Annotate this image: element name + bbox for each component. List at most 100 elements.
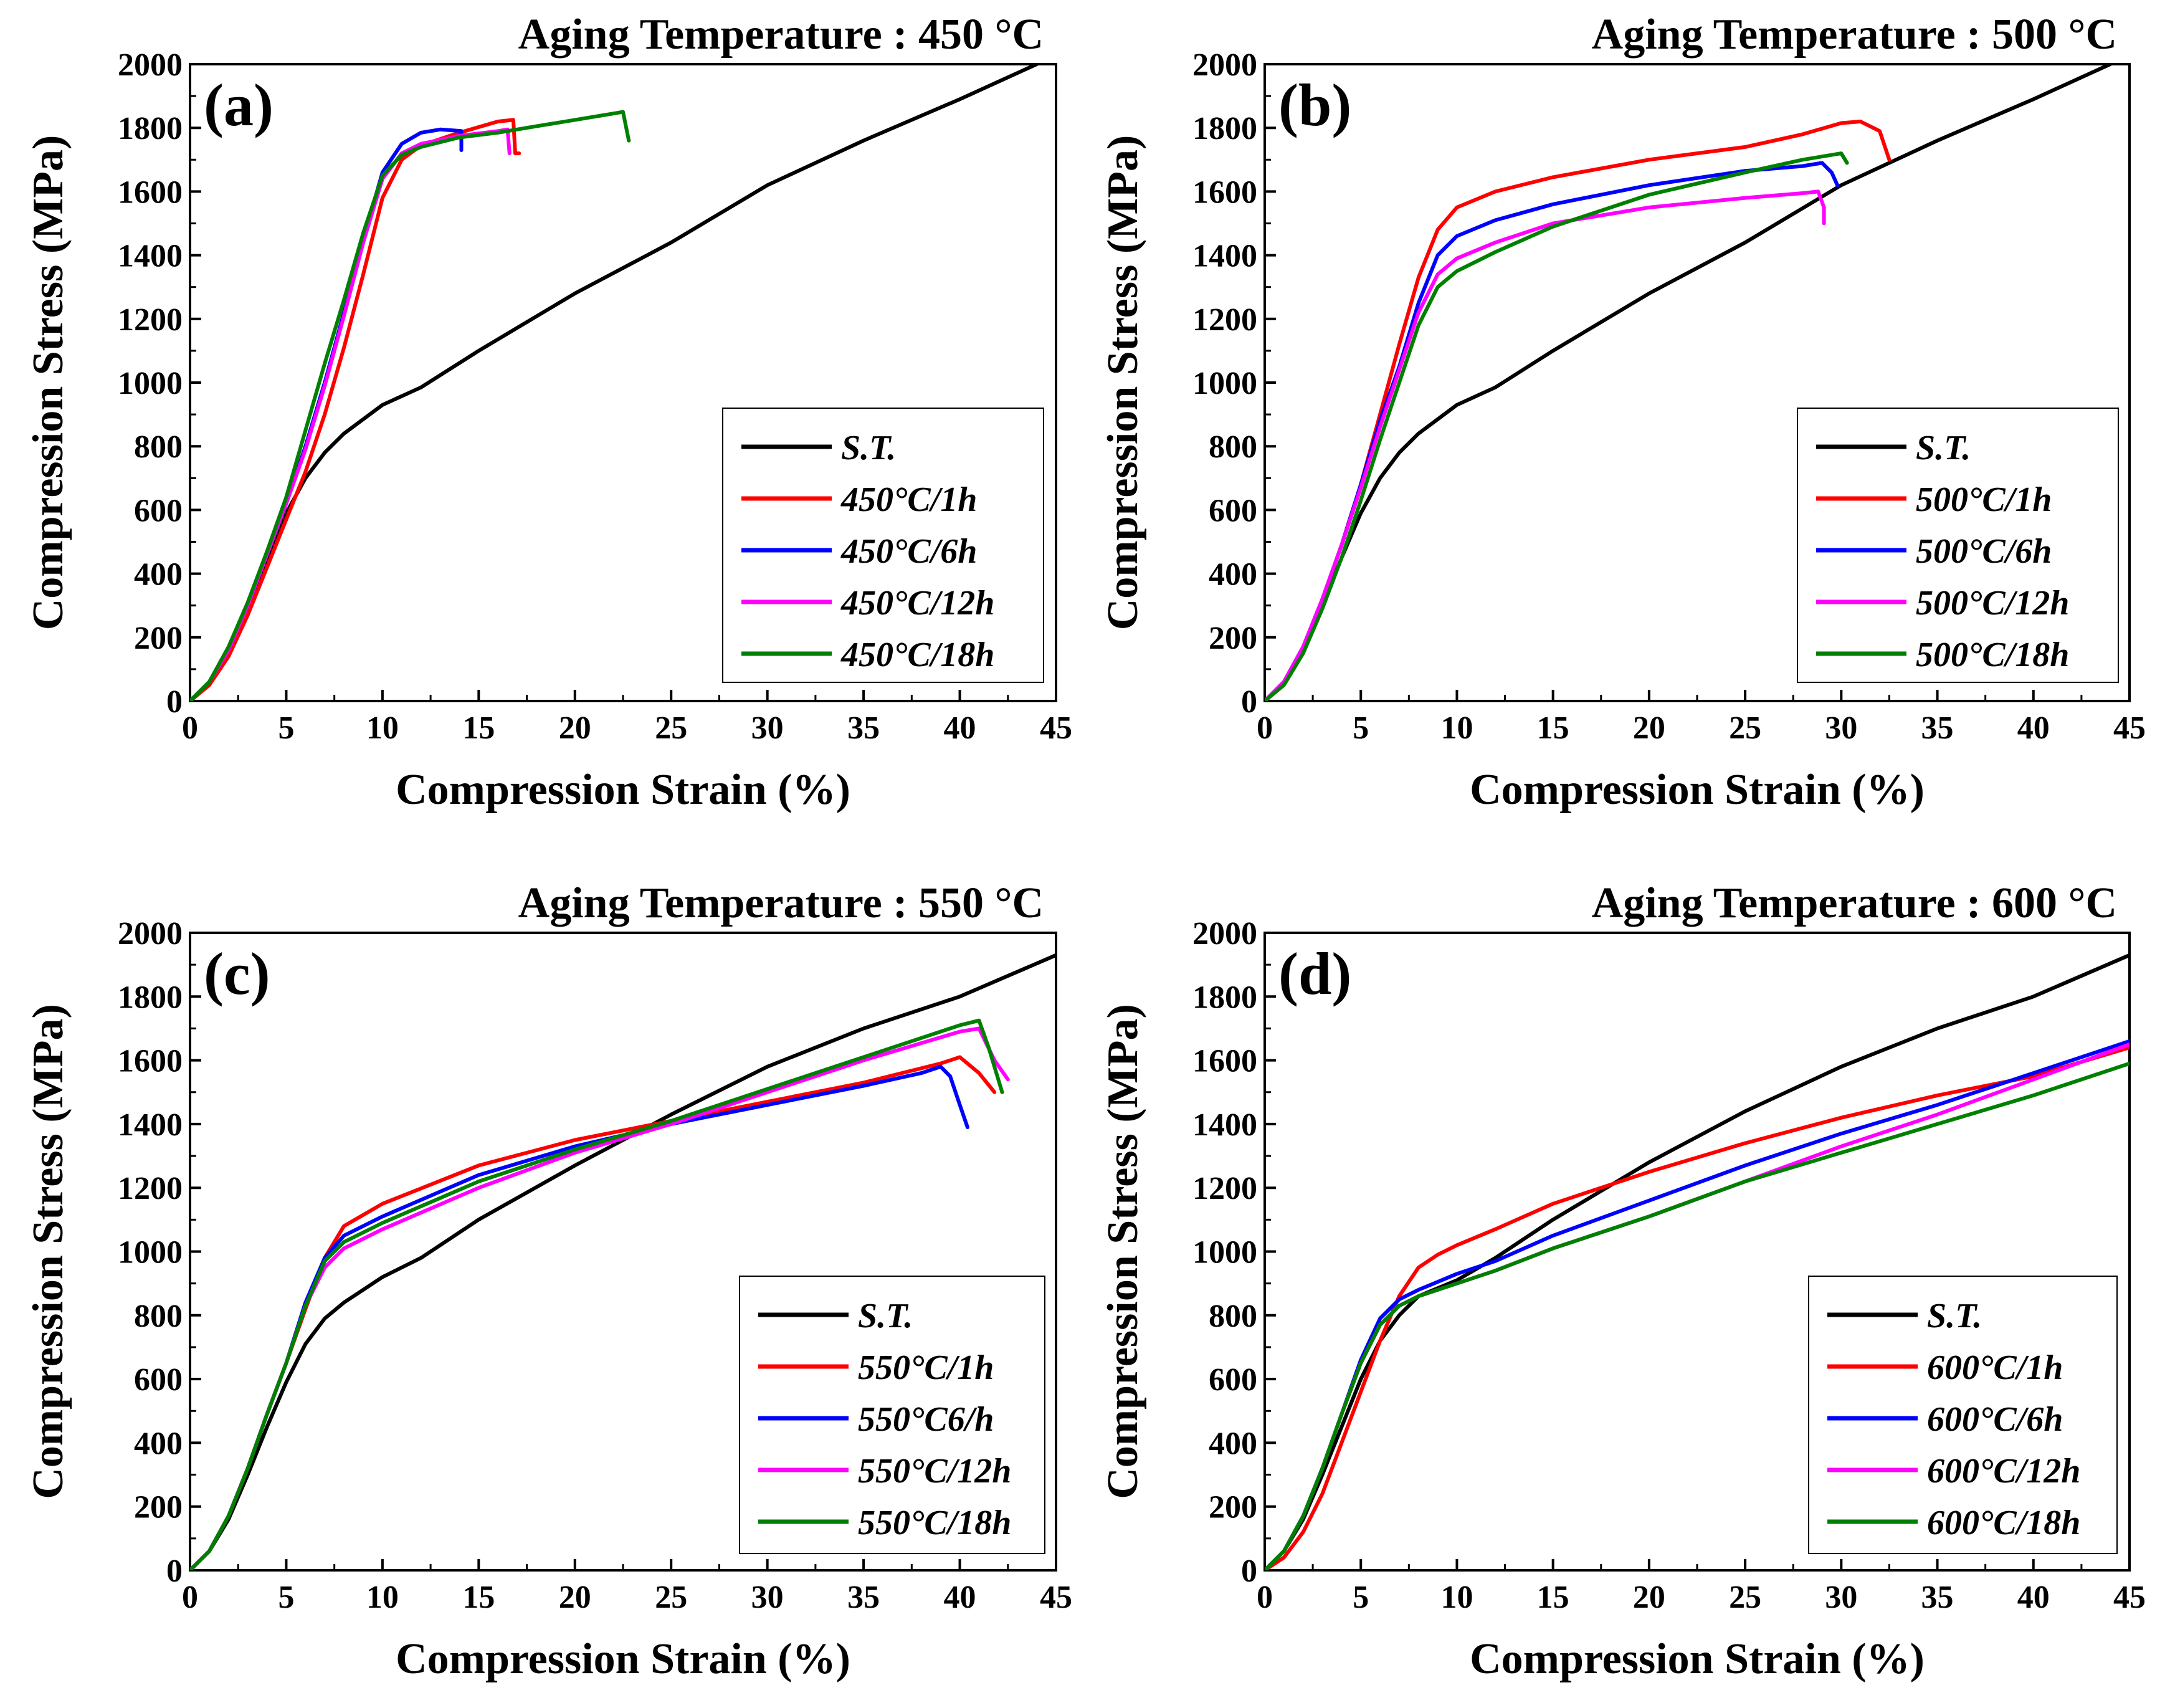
- x-tick-label: 45: [2113, 1580, 2146, 1615]
- y-tick-label: 1600: [1192, 1044, 1257, 1079]
- y-tick-label: 1200: [1192, 1171, 1257, 1206]
- y-axis-title: Compression Stress (MPa): [1099, 1004, 1147, 1499]
- y-tick-label: 200: [134, 1490, 183, 1525]
- y-tick-label: 400: [134, 557, 183, 593]
- series-line-2: [190, 118, 521, 701]
- legend-box: [1808, 1276, 2118, 1554]
- legend-label: 550°C/1h: [858, 1348, 994, 1387]
- chart-title: Aging Temperature : 450 °C: [518, 11, 1044, 59]
- legend-label: 550°C/12h: [858, 1452, 1011, 1491]
- y-tick-label: 1000: [1192, 366, 1257, 401]
- panel-label: (a): [204, 72, 274, 138]
- legend-label: 450°C/1h: [840, 480, 977, 519]
- series-group: [190, 953, 1056, 1570]
- chart-panel-2: Aging Temperature : 500 °C 0 5 10 15 20 25 30 35…: [1099, 11, 2146, 814]
- x-tick-label: 30: [1825, 710, 1857, 746]
- chart-title: Aging Temperature : 600 °C: [1592, 879, 2117, 927]
- x-tick-label: 15: [1537, 710, 1569, 746]
- legend-label: 450°C/12h: [840, 584, 994, 623]
- x-tick-label: 10: [1440, 1580, 1473, 1615]
- y-tick-label: 1400: [118, 239, 183, 274]
- x-tick-label: 45: [2113, 710, 2146, 746]
- series-line-4: [1265, 189, 1826, 701]
- x-tick-label: 15: [1537, 1580, 1569, 1615]
- x-tick-label: 20: [1633, 710, 1665, 746]
- y-tick-label: 200: [1209, 621, 1257, 656]
- series-line-5: [1265, 151, 1849, 701]
- legend-label: 600°C/6h: [1927, 1400, 2063, 1439]
- x-tick-label: 40: [944, 1580, 976, 1615]
- legend-label: 500°C/18h: [1916, 636, 2069, 674]
- x-tick-label: 40: [2017, 710, 2050, 746]
- y-axis-title: Compression Stress (MPa): [24, 1004, 72, 1499]
- series-group: [190, 63, 1039, 701]
- series-line-5: [190, 1018, 1004, 1570]
- x-axis-title: Compression Strain (%): [1470, 1635, 1925, 1683]
- y-tick-label: 1600: [118, 174, 183, 210]
- x-tick-label: 20: [1633, 1580, 1665, 1615]
- x-tick-label: 25: [655, 1580, 687, 1615]
- chart-title: Aging Temperature : 550 °C: [518, 879, 1044, 927]
- legend-label: S.T.: [1927, 1297, 1982, 1335]
- y-tick-label: 1200: [118, 1171, 183, 1206]
- y-axis-title: Compression Stress (MPa): [1099, 135, 1147, 631]
- y-tick-label: 2000: [1192, 916, 1257, 952]
- legend: S.T. 550°C/1h 550°C6/h 550°C/12h 550°C/18h: [739, 1276, 1045, 1554]
- y-tick-label: 2000: [1192, 47, 1257, 83]
- x-tick-label: 15: [462, 710, 495, 746]
- series-line-1: [190, 953, 1056, 1570]
- legend-label: 500°C/6h: [1916, 532, 2052, 571]
- y-tick-label: 600: [134, 493, 183, 528]
- x-tick-label: 0: [1257, 1580, 1273, 1615]
- x-tick-label: 25: [655, 710, 687, 746]
- y-tick-label: 200: [1209, 1490, 1257, 1525]
- y-tick-label: 1000: [1192, 1235, 1257, 1271]
- y-tick-label: 0: [1241, 1553, 1257, 1589]
- legend-label: 450°C/6h: [840, 532, 977, 571]
- y-tick-label: 800: [1209, 1299, 1257, 1334]
- y-tick-label: 600: [1209, 1362, 1257, 1398]
- x-tick-label: 15: [462, 1580, 495, 1615]
- y-tick-label: 800: [134, 429, 183, 465]
- y-tick-label: 1200: [118, 302, 183, 338]
- x-tick-label: 45: [1040, 1580, 1072, 1615]
- x-tick-label: 0: [1257, 710, 1273, 746]
- y-axis-title: Compression Stress (MPa): [24, 135, 72, 631]
- legend-label: 450°C/18h: [840, 636, 994, 674]
- x-tick-label: 5: [1353, 1580, 1369, 1615]
- y-tick-label: 400: [134, 1426, 183, 1461]
- y-tick-label: 0: [166, 1553, 183, 1589]
- series-line-2: [1265, 1046, 2130, 1570]
- legend: S.T. 600°C/1h 600°C/6h 600°C/12h 600°C/18h: [1808, 1276, 2118, 1554]
- legend-label: S.T.: [841, 429, 896, 467]
- x-tick-label: 30: [751, 1580, 784, 1615]
- legend-label: 600°C/1h: [1927, 1348, 2063, 1387]
- chart-title: Aging Temperature : 500 °C: [1592, 11, 2117, 59]
- y-tick-label: 1800: [118, 980, 183, 1015]
- x-tick-label: 10: [366, 710, 399, 746]
- series-line-3: [1265, 161, 1840, 701]
- series-line-5: [190, 110, 631, 701]
- chart-panel-3: Aging Temperature : 550 °C 0 5 10 15 20 25 30 35…: [24, 879, 1072, 1683]
- y-tick-label: 1400: [1192, 1107, 1257, 1143]
- y-tick-label: 1200: [1192, 302, 1257, 338]
- y-tick-label: 0: [1241, 684, 1257, 720]
- x-tick-label: 5: [278, 710, 294, 746]
- legend-box: [1797, 408, 2119, 683]
- legend-label: 550°C6/h: [858, 1400, 994, 1439]
- series-group: [1265, 953, 2130, 1570]
- y-tick-label: 400: [1209, 557, 1257, 593]
- series-line-5: [1265, 1061, 2130, 1570]
- legend: S.T. 500°C/1h 500°C/6h 500°C/12h 500°C/18h: [1797, 408, 2119, 683]
- x-tick-label: 45: [1040, 710, 1072, 746]
- y-tick-label: 2000: [118, 916, 183, 952]
- x-tick-label: 40: [944, 710, 976, 746]
- x-tick-label: 20: [559, 710, 591, 746]
- chart-panel-4: Aging Temperature : 600 °C 0 5 10 15 20 25 30 35…: [1099, 879, 2146, 1683]
- x-tick-label: 35: [847, 1580, 880, 1615]
- x-tick-label: 5: [278, 1580, 294, 1615]
- x-tick-label: 20: [559, 1580, 591, 1615]
- y-tick-label: 1000: [118, 366, 183, 401]
- x-tick-label: 5: [1353, 710, 1369, 746]
- y-tick-label: 1800: [118, 111, 183, 146]
